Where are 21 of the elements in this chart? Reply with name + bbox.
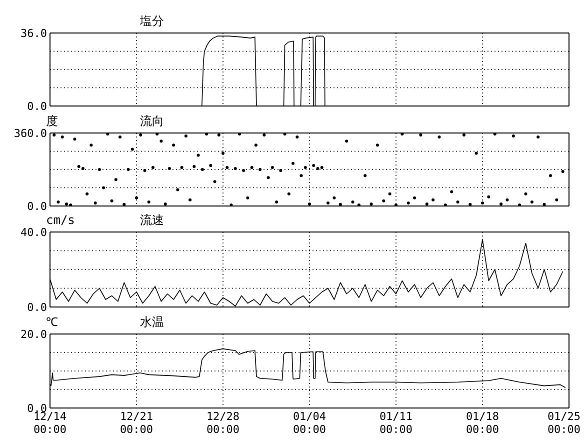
y-tick-label: 0.0 (27, 100, 47, 113)
x-tick-label: 01/18 00:00 (464, 410, 500, 436)
y-tick-label: 0.0 (27, 200, 47, 213)
x-tick-label: 01/25 00:00 (546, 410, 582, 436)
chart-title: 塩分 (139, 14, 164, 28)
y-tick-label: 20.0 (20, 328, 47, 341)
y-tick-label: 360.0 (14, 127, 47, 140)
chart-title: 流向 (140, 114, 164, 128)
x-tick-label: 12/14 00:00 (33, 410, 68, 436)
y-tick-label: 0.0 (27, 301, 47, 314)
y-tick-label: 36.0 (20, 27, 47, 40)
x-tick-label: 01/04 00:00 (292, 410, 328, 436)
y-tick-label: 40.0 (20, 226, 47, 239)
x-tick-label: 12/28 00:00 (205, 410, 241, 436)
x-tick-label: 12/21 00:00 (118, 410, 154, 436)
y-axis-title: cm/s (46, 213, 75, 227)
y-axis-title: 度 (46, 114, 58, 128)
chart-title: 水温 (140, 315, 164, 329)
y-axis-title: ℃ (46, 315, 58, 329)
x-tick-label: 01/11 00:00 (378, 410, 414, 436)
chart-title: 流速 (140, 213, 164, 227)
